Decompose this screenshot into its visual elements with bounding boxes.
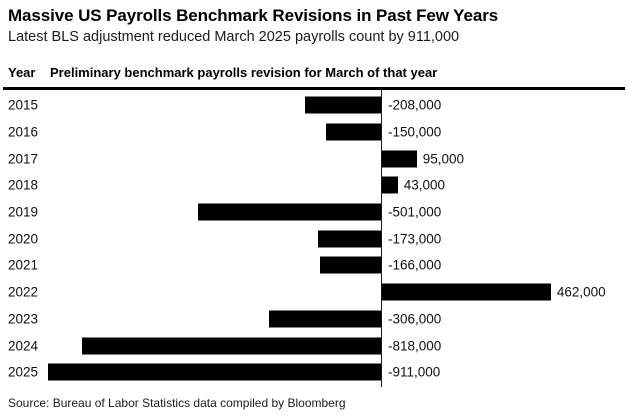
chart-title: Massive US Payrolls Benchmark Revisions … [8,6,499,25]
chart-row-2016: 2016 -150,000 [0,119,627,146]
zero-axis-line [381,90,382,387]
chart-row-2019: 2019 -501,000 [0,199,627,226]
chart-row-2025: 2025 -911,000 [0,359,627,386]
value-label: -501,000 [388,204,442,220]
year-label: 2023 [8,311,39,327]
value-label: -818,000 [388,338,442,354]
column-headers: Year Preliminary benchmark payrolls revi… [0,64,627,82]
chart-row-2021: 2021 -166,000 [0,252,627,279]
revision-bar-2016 [326,123,381,141]
revision-bar-2018 [382,176,398,194]
chart-row-2024: 2024 -818,000 [0,332,627,359]
year-label: 2025 [8,364,39,380]
year-label: 2018 [8,177,39,193]
revision-bar-2019 [197,203,381,221]
year-column-header: Year [8,65,36,80]
bar-rows: 2015 -208,000 2016 -150,000 2017 95,000 2018 43… [0,92,627,387]
chart-row-2015: 2015 -208,000 [0,92,627,119]
bar-chart-plot-area: 2015 -208,000 2016 -150,000 2017 95,000 2018 43… [0,90,627,387]
chart-row-2017: 2017 95,000 [0,145,627,172]
year-label: 2017 [8,151,39,167]
chart-row-2022: 2022 462,000 [0,279,627,306]
value-label: 95,000 [422,151,464,167]
value-label: -173,000 [388,231,442,247]
revision-bar-2017 [382,150,417,168]
chart-row-2020: 2020 -173,000 [0,225,627,252]
value-label: -208,000 [388,97,442,113]
value-label: -911,000 [388,364,441,380]
value-label: -150,000 [388,124,442,140]
value-label: 43,000 [403,177,445,193]
chart-row-2023: 2023 -306,000 [0,306,627,333]
value-label: 462,000 [556,284,606,300]
revision-bar-2015 [305,96,381,114]
revision-bar-2022 [382,283,551,301]
year-label: 2022 [8,284,39,300]
chart-row-2018: 2018 43,000 [0,172,627,199]
value-column-header: Preliminary benchmark payrolls revision … [50,65,438,80]
value-label: -306,000 [388,311,442,327]
year-label: 2015 [8,97,39,113]
revision-bar-2021 [320,256,381,274]
chart-subtitle: Latest BLS adjustment reduced March 2025… [8,29,460,45]
source-note: Source: Bureau of Labor Statistics data … [8,396,346,410]
year-label: 2016 [8,124,39,140]
year-label: 2020 [8,231,39,247]
year-label: 2021 [8,257,39,273]
revision-bar-2023 [269,310,381,328]
revision-bar-2024 [82,337,381,355]
year-label: 2019 [8,204,39,220]
revision-bar-2025 [48,363,381,381]
value-label: -166,000 [388,257,442,273]
header-rule [3,87,625,90]
year-label: 2024 [8,338,39,354]
revision-bar-2020 [317,230,381,248]
